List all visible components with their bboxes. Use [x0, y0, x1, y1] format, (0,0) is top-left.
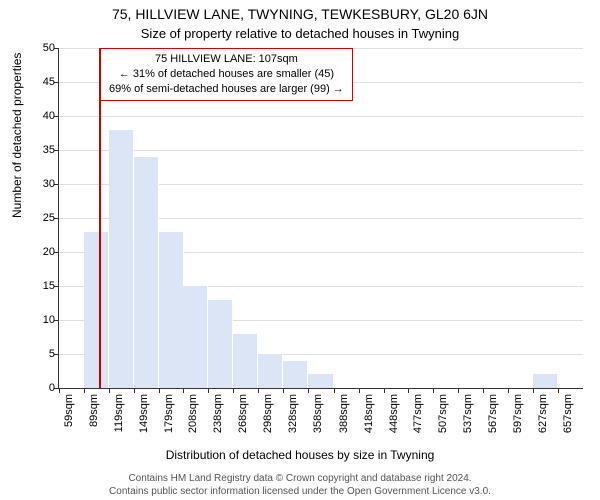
y-tick-label: 10: [43, 314, 55, 326]
x-tick-mark: [558, 388, 559, 393]
x-tick-label: 298sqm: [262, 394, 274, 433]
x-tick-mark: [159, 388, 160, 393]
histogram-bar: [84, 232, 109, 388]
y-tick-label: 15: [43, 280, 55, 292]
callout-line-1: 75 HILLVIEW LANE: 107sqm: [109, 52, 344, 67]
gridline: [59, 150, 583, 151]
x-tick-mark: [533, 388, 534, 393]
footer-line-1: Contains HM Land Registry data © Crown c…: [0, 473, 600, 486]
histogram-bar: [258, 354, 283, 388]
x-tick-mark: [109, 388, 110, 393]
x-tick-mark: [334, 388, 335, 393]
y-tick-label: 40: [43, 110, 55, 122]
x-tick-mark: [384, 388, 385, 393]
x-tick-mark: [208, 388, 209, 393]
callout-box: 75 HILLVIEW LANE: 107sqm ← 31% of detach…: [100, 48, 353, 101]
x-tick-mark: [308, 388, 309, 393]
x-tick-mark: [359, 388, 360, 393]
histogram-bar: [283, 361, 308, 388]
x-tick-mark: [483, 388, 484, 393]
x-tick-label: 208sqm: [187, 394, 199, 433]
histogram-bar: [159, 232, 184, 388]
x-tick-label: 507sqm: [437, 394, 449, 433]
y-tick-label: 0: [49, 382, 55, 394]
callout-line-3: 69% of semi-detached houses are larger (…: [109, 82, 344, 97]
x-tick-label: 477sqm: [412, 394, 424, 433]
x-tick-label: 149sqm: [138, 394, 150, 433]
gridline: [59, 116, 583, 117]
histogram-bar: [233, 334, 258, 388]
x-tick-label: 119sqm: [113, 394, 125, 432]
histogram-bar: [109, 130, 134, 388]
footer-line-2: Contains public sector information licen…: [0, 486, 600, 499]
x-tick-label: 179sqm: [163, 394, 175, 433]
y-axis-label: Number of detached properties: [10, 53, 24, 218]
x-tick-label: 328sqm: [287, 394, 299, 433]
page-subtitle: Size of property relative to detached ho…: [0, 26, 600, 41]
x-tick-mark: [233, 388, 234, 393]
x-tick-mark: [433, 388, 434, 393]
x-tick-mark: [59, 388, 60, 393]
x-tick-label: 358sqm: [312, 394, 324, 433]
x-tick-mark: [183, 388, 184, 393]
x-tick-label: 268sqm: [237, 394, 249, 433]
y-tick-label: 25: [43, 212, 55, 224]
histogram-bar: [533, 374, 558, 388]
callout-line-2: ← 31% of detached houses are smaller (45…: [109, 67, 344, 82]
footer-attribution: Contains HM Land Registry data © Crown c…: [0, 473, 600, 498]
y-tick-label: 30: [43, 178, 55, 190]
x-tick-label: 418sqm: [363, 394, 375, 433]
histogram-bar: [308, 374, 333, 388]
x-tick-mark: [283, 388, 284, 393]
x-tick-label: 567sqm: [487, 394, 499, 433]
y-tick-label: 45: [43, 76, 55, 88]
x-tick-mark: [134, 388, 135, 393]
x-tick-label: 627sqm: [537, 394, 549, 433]
x-tick-mark: [508, 388, 509, 393]
histogram-bar: [208, 300, 233, 388]
x-tick-mark: [458, 388, 459, 393]
y-tick-label: 5: [49, 348, 55, 360]
histogram-bar: [134, 157, 159, 388]
x-tick-label: 537sqm: [462, 394, 474, 433]
x-tick-mark: [84, 388, 85, 393]
x-tick-label: 657sqm: [562, 394, 574, 433]
y-tick-label: 50: [43, 42, 55, 54]
x-tick-label: 89sqm: [88, 394, 100, 427]
x-axis-label: Distribution of detached houses by size …: [0, 448, 600, 462]
x-tick-mark: [408, 388, 409, 393]
x-tick-label: 238sqm: [212, 394, 224, 433]
x-tick-label: 59sqm: [63, 394, 75, 427]
x-tick-label: 448sqm: [388, 394, 400, 433]
y-tick-label: 20: [43, 246, 55, 258]
page-title: 75, HILLVIEW LANE, TWYNING, TEWKESBURY, …: [0, 6, 600, 22]
y-tick-label: 35: [43, 144, 55, 156]
x-tick-mark: [258, 388, 259, 393]
x-tick-label: 388sqm: [338, 394, 350, 433]
histogram-bar: [183, 286, 208, 388]
x-tick-label: 597sqm: [512, 394, 524, 433]
